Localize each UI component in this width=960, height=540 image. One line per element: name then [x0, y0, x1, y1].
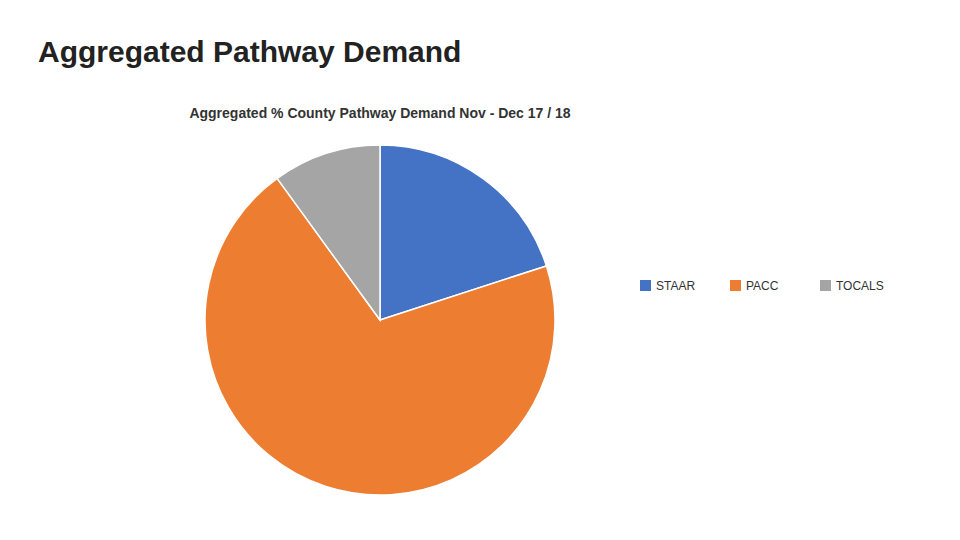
legend-swatch	[640, 280, 651, 291]
chart: Aggregated Pathway Demand Aggregated % Co…	[0, 0, 960, 540]
legend: STAAR PACC TOCALS	[640, 279, 884, 293]
title: Aggregated Pathway Demand	[38, 35, 461, 68]
legend-label: PACC	[746, 279, 779, 293]
subtitle: Aggregated % County Pathway Demand Nov -…	[189, 105, 570, 121]
legend-swatch	[820, 280, 831, 291]
pie-slice	[277, 145, 380, 320]
legend-label: STAAR	[656, 279, 695, 293]
background	[0, 0, 960, 540]
pie	[205, 145, 555, 495]
legend-swatch	[730, 280, 741, 291]
legend-label: TOCALS	[836, 279, 884, 293]
